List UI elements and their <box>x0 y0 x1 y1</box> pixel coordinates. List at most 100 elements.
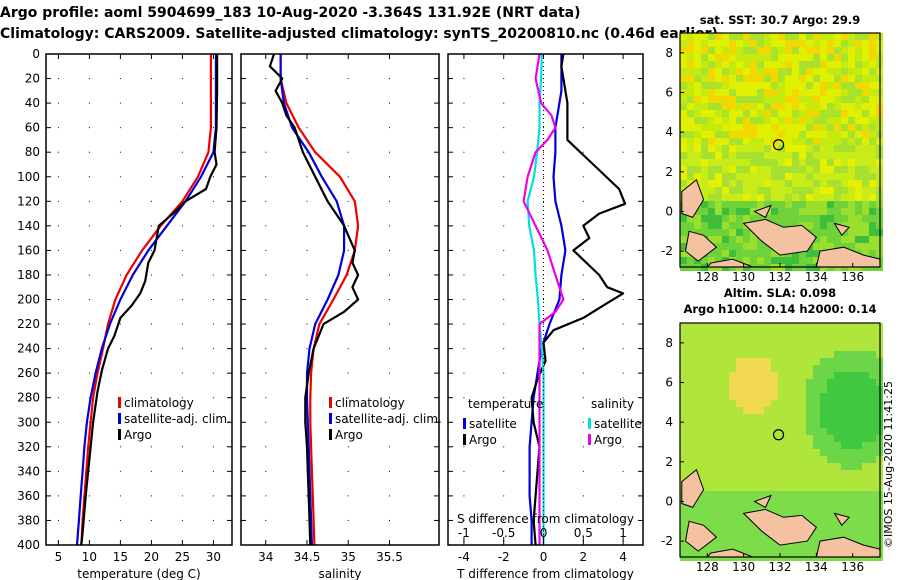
depth-tick-label: 20 <box>25 72 40 86</box>
grid-dot <box>503 348 505 350</box>
map-cell <box>757 68 764 75</box>
map-cell <box>757 180 764 187</box>
map-cell <box>715 243 722 250</box>
grid-dot <box>347 323 349 325</box>
map-cell <box>694 463 701 470</box>
map-cell <box>834 393 841 400</box>
map-cell <box>841 449 848 456</box>
map-cell <box>855 421 862 428</box>
map-cell <box>799 187 806 194</box>
map-cell <box>715 180 722 187</box>
grid-dot <box>181 372 183 374</box>
map-cell <box>729 194 736 201</box>
map-cell <box>764 442 771 449</box>
map-cell <box>680 215 687 222</box>
map-cell <box>715 117 722 124</box>
grid-dot <box>503 446 505 448</box>
map-cell <box>771 393 778 400</box>
map-cell <box>715 477 722 484</box>
map-cell <box>841 89 848 96</box>
map-cell <box>757 414 764 421</box>
map-cell <box>708 344 715 351</box>
grid-dot <box>503 470 505 472</box>
map-cell <box>827 491 834 498</box>
map-cell <box>729 533 736 540</box>
map-cell <box>778 173 785 180</box>
map-cell <box>869 358 876 365</box>
map-cell <box>813 400 820 407</box>
map-cell <box>729 82 736 89</box>
map-cell <box>750 54 757 61</box>
map-cell <box>750 250 757 257</box>
map-cell <box>778 215 785 222</box>
map-cell <box>715 435 722 442</box>
map-cell <box>764 428 771 435</box>
map-cell <box>834 33 841 40</box>
map-cell <box>694 89 701 96</box>
map-cell <box>799 33 806 40</box>
grid-dot <box>181 446 183 448</box>
grid-dot <box>265 299 267 300</box>
map-cell <box>680 393 687 400</box>
map-cell <box>750 414 757 421</box>
map-cell <box>834 372 841 379</box>
grid-dot <box>150 200 152 202</box>
grid-dot <box>88 200 90 202</box>
map-cell <box>764 463 771 470</box>
grid-dot <box>347 470 349 472</box>
map-cell <box>841 117 848 124</box>
grid-dot <box>463 519 465 521</box>
map-cell <box>722 379 729 386</box>
map-cell <box>687 505 694 512</box>
legend-swatch <box>329 397 332 408</box>
map-cell <box>715 400 722 407</box>
map-cell <box>715 526 722 533</box>
grid-dot <box>212 421 214 423</box>
map-cell <box>694 117 701 124</box>
series-temperature-argo <box>530 53 627 546</box>
legend-label-2: Argo <box>124 428 152 442</box>
map-cell <box>820 54 827 61</box>
map-cell <box>820 393 827 400</box>
map-cell <box>715 463 722 470</box>
map-cell <box>799 257 806 264</box>
map-cell <box>827 145 834 152</box>
grid-dot <box>88 127 90 129</box>
map-cell <box>701 477 708 484</box>
map-cell <box>708 201 715 208</box>
map-cell <box>806 449 813 456</box>
map-cell <box>701 110 708 117</box>
grid-dot <box>265 249 267 251</box>
map-cell <box>813 365 820 372</box>
map-cell <box>729 435 736 442</box>
map-cell <box>715 159 722 166</box>
map-cell <box>834 428 841 435</box>
map-cell <box>834 68 841 75</box>
map-cell <box>778 159 785 166</box>
map-cell <box>764 152 771 159</box>
map-cell <box>813 351 820 358</box>
map-cell <box>820 470 827 477</box>
map-cell <box>750 533 757 540</box>
map-cell <box>701 414 708 421</box>
map-cell <box>806 40 813 47</box>
grid-dot <box>57 274 59 276</box>
map-cell <box>841 159 848 166</box>
map-cell <box>813 547 820 554</box>
map-cell <box>687 365 694 372</box>
map-cell <box>771 257 778 264</box>
map-cell <box>848 442 855 449</box>
map-cell <box>687 442 694 449</box>
grid-dot <box>150 78 152 80</box>
map-cell <box>869 372 876 379</box>
map-cell <box>736 365 743 372</box>
map-cell <box>687 379 694 386</box>
map-cell <box>729 68 736 75</box>
map-cell <box>722 194 729 201</box>
map-cell <box>708 33 715 40</box>
map-cell <box>694 145 701 152</box>
grid-dot <box>582 470 584 472</box>
map-cell <box>862 512 869 519</box>
map-cell <box>813 68 820 75</box>
grid-dot <box>306 323 308 325</box>
